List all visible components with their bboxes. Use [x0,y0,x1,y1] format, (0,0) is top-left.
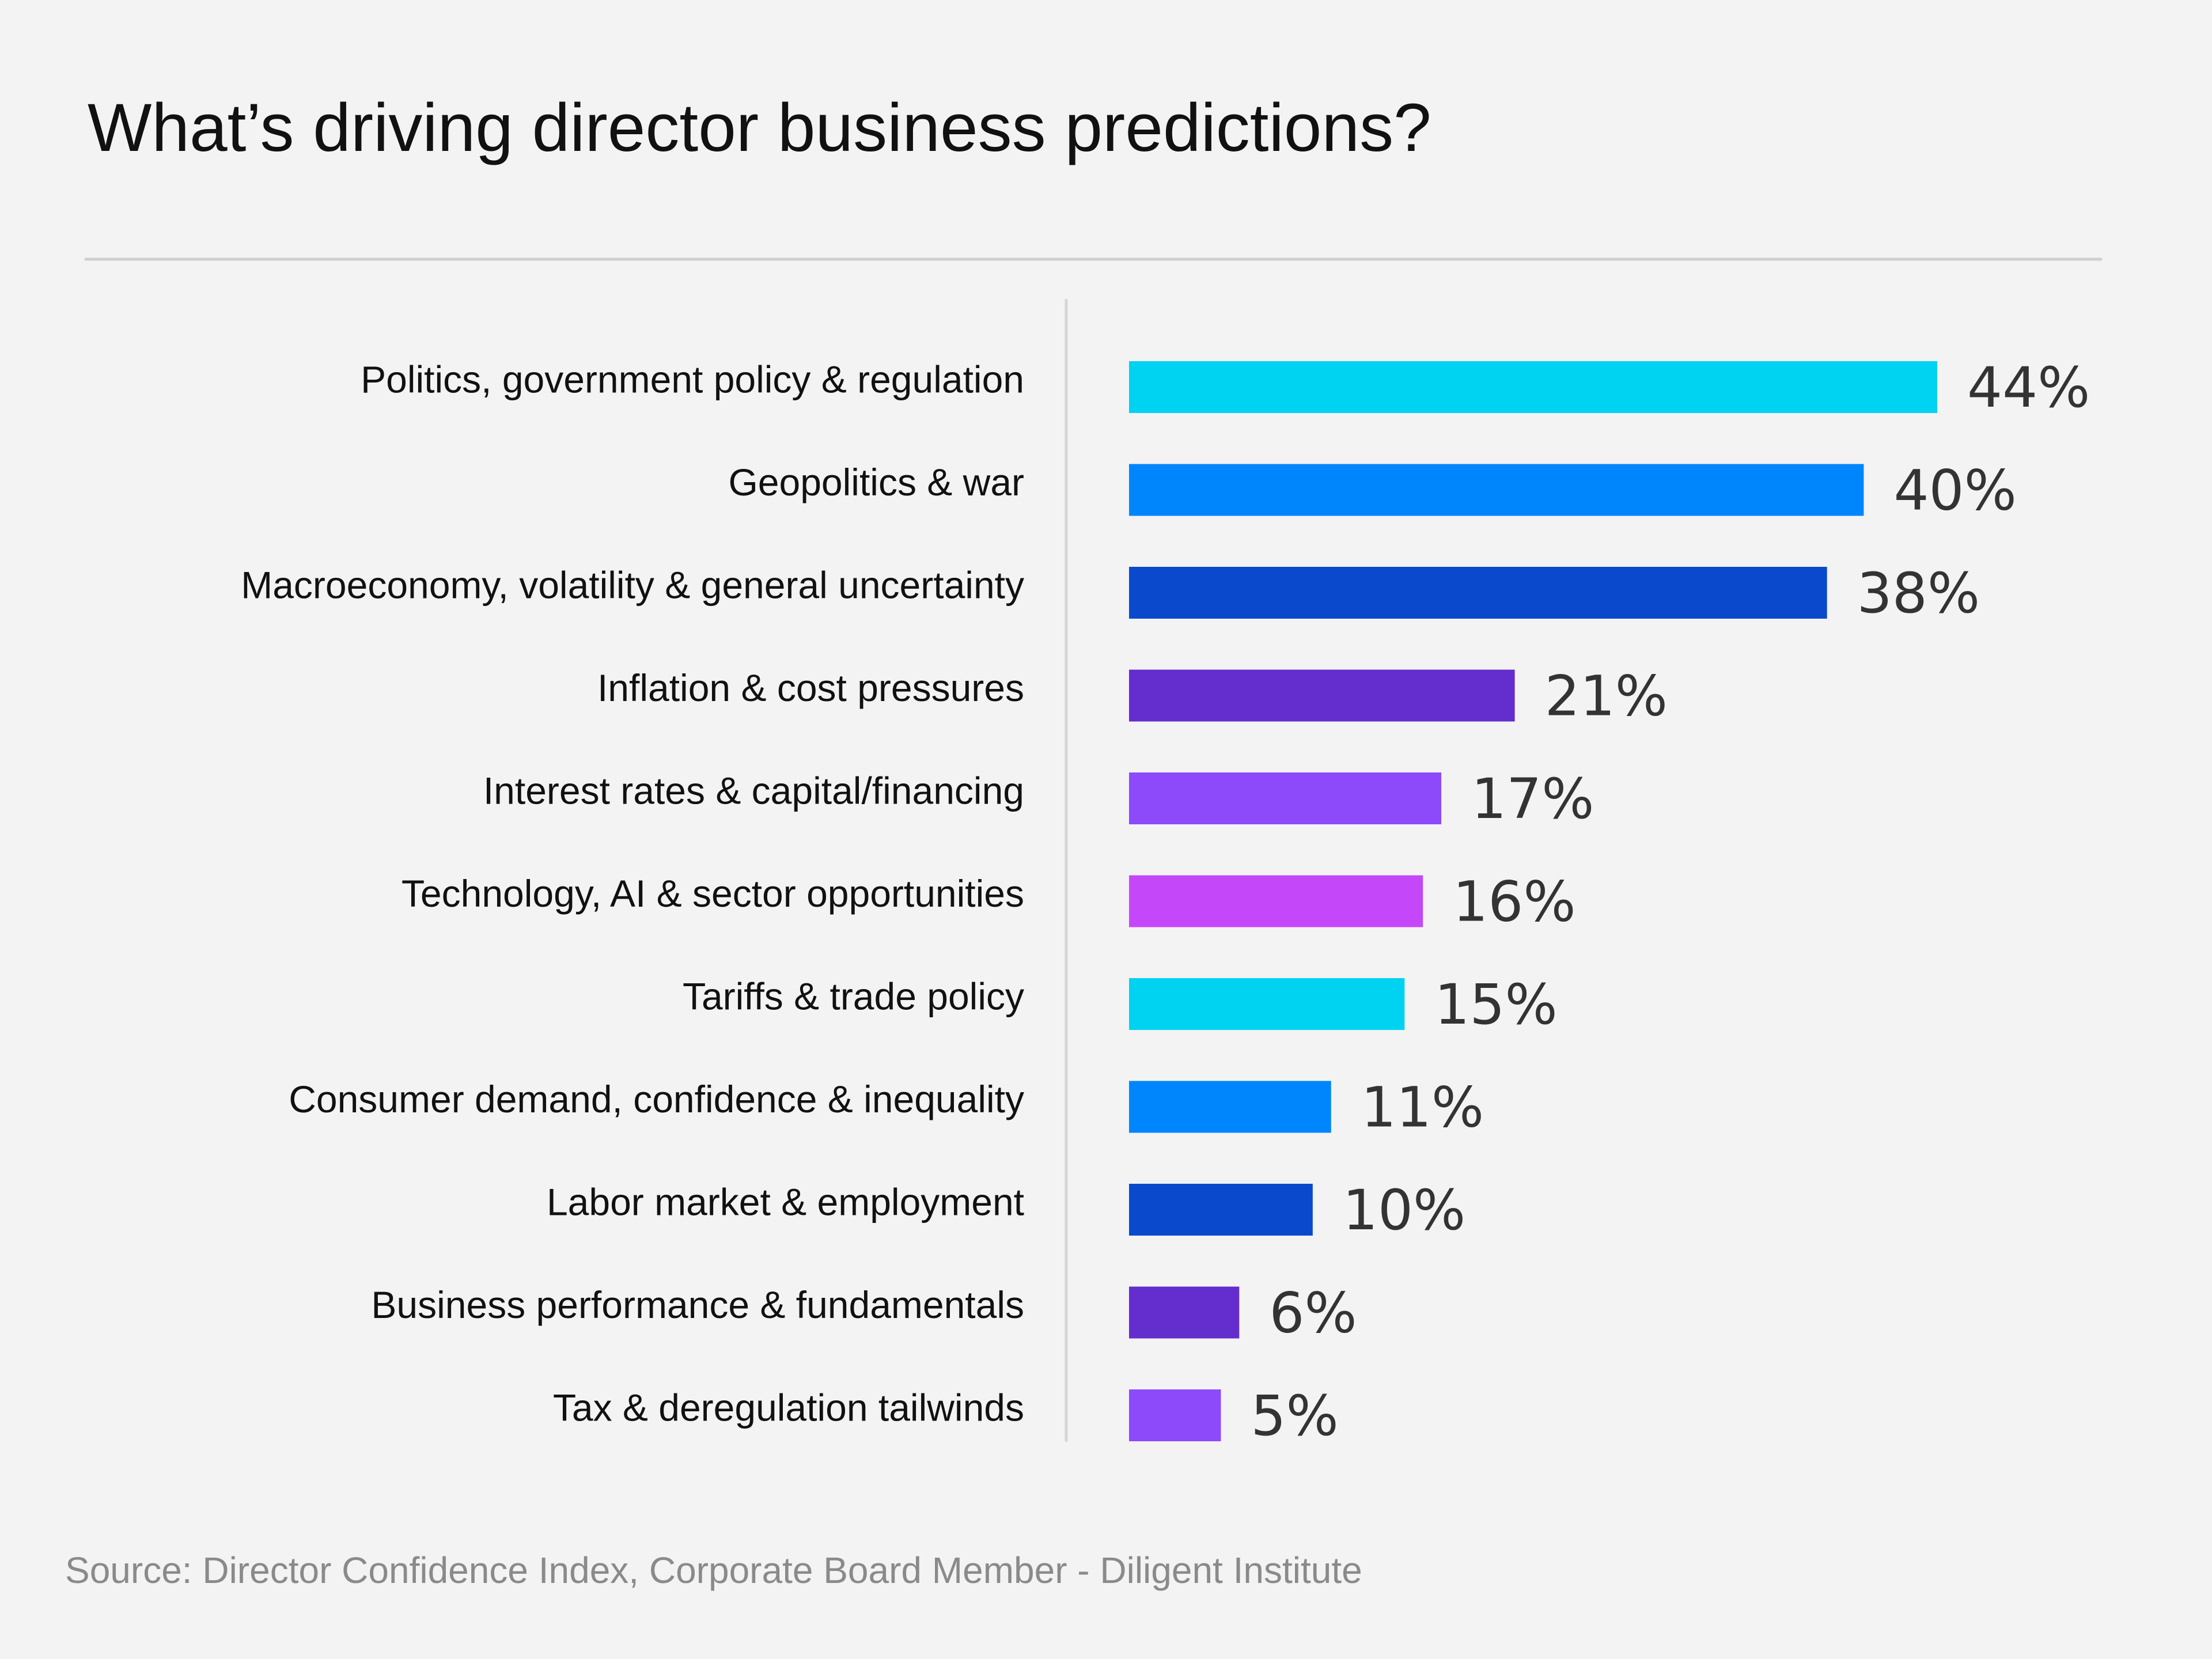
bar [1129,772,1442,824]
bar [1129,978,1405,1030]
data-label: 15% [1434,972,1557,1037]
category-label: Business performance & fundamentals [371,1283,1024,1326]
category-label: Geopolitics & war [728,461,1024,503]
category-label: Tariffs & trade policy [683,975,1024,1017]
bars-group: Politics, government policy & regulation… [241,355,2090,1448]
data-label: 21% [1545,664,1668,729]
data-label: 44% [1967,355,2090,420]
bar [1129,1389,1221,1441]
category-label: Politics, government policy & regulation [361,358,1024,400]
bar [1129,1081,1331,1133]
bar [1129,361,1937,413]
category-label: Macroeconomy, volatility & general uncer… [241,563,1024,606]
data-label: 11% [1361,1075,1484,1140]
bar [1129,1286,1240,1339]
category-label: Interest rates & capital/financing [483,769,1024,812]
category-label: Consumer demand, confidence & inequality [289,1078,1024,1120]
data-label: 16% [1453,870,1575,934]
category-label: Inflation & cost pressures [597,666,1024,709]
category-label: Labor market & employment [547,1180,1024,1223]
bar [1129,669,1515,722]
category-label: Technology, AI & sector opportunities [402,872,1024,915]
bar [1129,464,1864,516]
chart-title: What’s driving director business predict… [88,90,1431,166]
data-label: 17% [1471,767,1594,831]
bar [1129,1184,1313,1236]
bar [1129,567,1827,619]
category-label: Tax & deregulation tailwinds [553,1386,1024,1429]
data-label: 5% [1251,1384,1338,1448]
data-label: 6% [1269,1281,1357,1346]
source-note: Source: Director Confidence Index, Corpo… [65,1550,1362,1591]
bar [1129,875,1423,927]
data-label: 38% [1857,561,1980,626]
data-label: 40% [1893,459,2016,523]
data-label: 10% [1343,1178,1465,1243]
